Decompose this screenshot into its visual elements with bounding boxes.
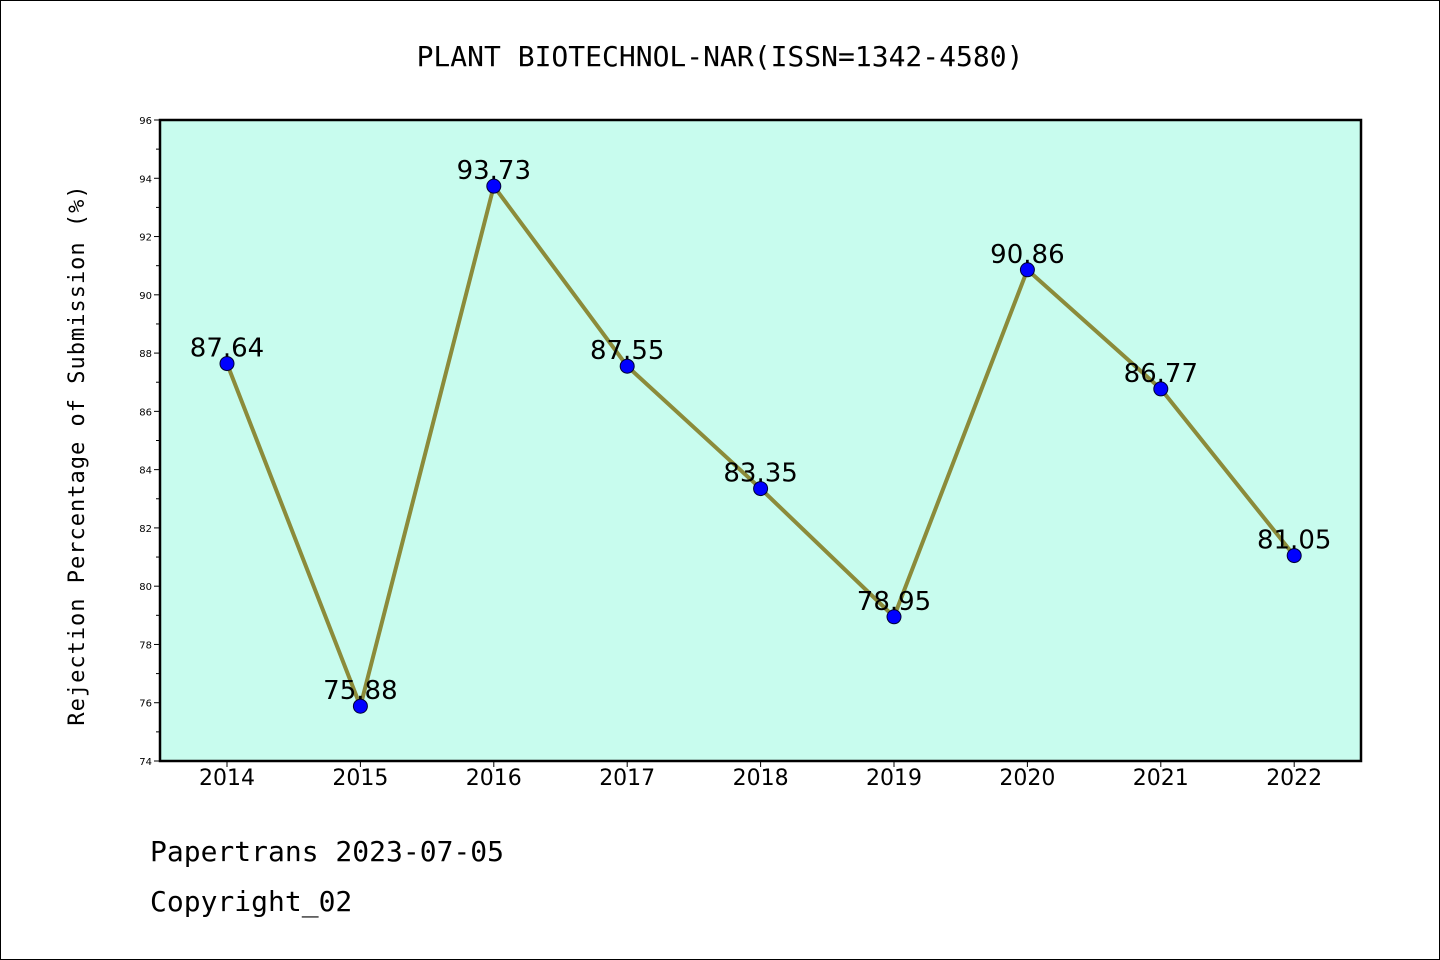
data-label: 87.64 <box>190 334 264 364</box>
x-tick-label: 2016 <box>466 766 522 791</box>
y-tick-label: 96 <box>139 116 152 127</box>
data-point <box>886 609 902 625</box>
data-label: 86.77 <box>1124 359 1198 389</box>
y-tick-label: 74 <box>139 757 152 768</box>
x-tick-label: 2017 <box>599 766 655 791</box>
footer-copyright: Copyright_02 <box>150 885 353 918</box>
data-label: 90.86 <box>990 240 1064 270</box>
x-tick-label: 2020 <box>999 766 1055 791</box>
plot-area <box>160 120 1361 761</box>
x-tick-label: 2021 <box>1133 766 1189 791</box>
plot-border <box>158 118 1363 763</box>
x-tick-label: 2019 <box>866 766 922 791</box>
data-point <box>1286 548 1302 564</box>
data-label: 78.95 <box>857 587 931 617</box>
x-tick-label: 2015 <box>332 766 388 791</box>
data-point <box>486 178 502 194</box>
data-label: 81.05 <box>1257 526 1331 556</box>
data-point <box>219 356 235 372</box>
y-tick-label: 84 <box>139 466 152 477</box>
chart-title: PLANT BIOTECHNOL-NAR(ISSN=1342-4580) <box>417 40 1024 73</box>
footer-source-date: Papertrans 2023-07-05 <box>150 835 505 868</box>
data-label: 75.88 <box>323 676 397 706</box>
x-tick-label: 2018 <box>733 766 789 791</box>
y-tick-label: 76 <box>139 699 152 710</box>
data-point <box>352 698 368 714</box>
data-point <box>1153 381 1169 397</box>
y-tick-label: 80 <box>139 582 152 593</box>
x-tick-label: 2014 <box>199 766 255 791</box>
series-layer <box>219 178 1302 714</box>
data-label: 83.35 <box>723 459 797 489</box>
y-tick-label: 92 <box>139 233 152 244</box>
y-tick-label: 82 <box>139 524 152 535</box>
data-label-layer: 87.64 75.88 93.73 87.55 83.35 78.95 90.86 86.77… <box>190 156 1332 706</box>
x-axis: 2014 2015 2016 2017 2018 2019 2020 2021 2022 <box>199 761 1322 791</box>
data-label: 93.73 <box>457 156 531 186</box>
data-point <box>619 358 635 374</box>
y-tick-label: 94 <box>139 174 152 185</box>
y-tick-label: 86 <box>139 407 152 418</box>
y-tick-label: 88 <box>139 349 152 360</box>
y-tick-label: 78 <box>139 640 152 651</box>
y-axis-label: Rejection Percentage of Submission (%) <box>65 184 90 725</box>
data-label: 87.55 <box>590 336 664 366</box>
data-point <box>1019 262 1035 278</box>
x-tick-label: 2022 <box>1266 766 1322 791</box>
y-tick-label: 90 <box>139 291 152 302</box>
y-axis: 74 76 78 80 82 84 86 88 90 92 94 96 <box>139 116 160 768</box>
data-point <box>753 481 769 497</box>
